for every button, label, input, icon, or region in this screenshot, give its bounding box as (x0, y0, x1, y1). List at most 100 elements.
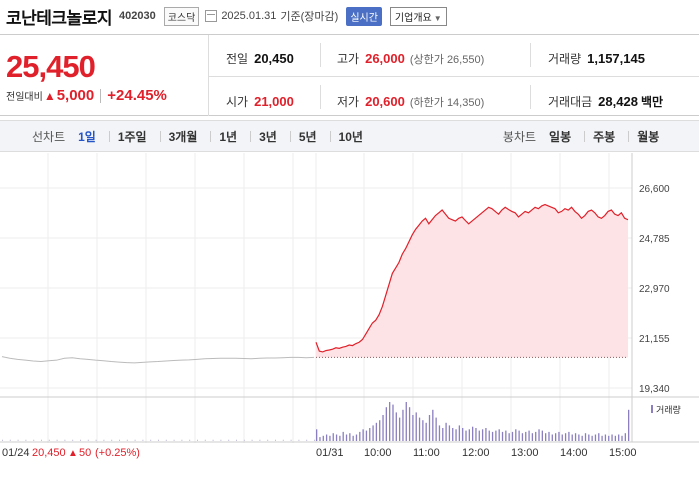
volume-bar (508, 433, 510, 441)
stock-name: 코난테크놀로지 (6, 8, 112, 28)
volume-bar (448, 425, 451, 441)
divider (530, 43, 531, 67)
volume-bar (511, 431, 514, 441)
volume-bar (574, 433, 577, 441)
period-10y-button[interactable]: 10년 (338, 129, 363, 144)
volume-bar (150, 439, 152, 441)
period-1d-button[interactable]: 1일 (78, 129, 96, 144)
divider (159, 130, 161, 142)
chart-grid (0, 153, 699, 443)
lower-limit-note: (하한가 14,350) (409, 97, 485, 109)
volume-bar (428, 415, 431, 441)
volume-bar (475, 428, 477, 441)
volume-bar (204, 439, 206, 441)
candle-monthly-button[interactable]: 월봉 (637, 129, 660, 144)
volume-bar (432, 409, 434, 441)
volume-bar (355, 434, 358, 441)
volume-bar (442, 428, 444, 441)
volume-bar (316, 429, 318, 441)
volume-bar (372, 425, 374, 441)
period-3y-button[interactable]: 3년 (259, 129, 277, 144)
stock-header: 코난테크놀로지 402030 코스닥 2025.01.31 기준(장마감) 실시… (0, 0, 699, 32)
volume-bar (359, 431, 361, 441)
volume-bar (64, 439, 66, 441)
amount-unit: 백만 (640, 95, 664, 109)
volume-bar (571, 434, 573, 441)
candle-daily-button[interactable]: 일봉 (549, 129, 572, 144)
volume-bar (402, 409, 404, 441)
divider (210, 130, 212, 142)
volume-bar (267, 439, 269, 441)
quote-panel: 25,450 전일대비 ▲ 5,000 +24.45% 전일 20,450 고가… (0, 34, 699, 116)
high-label: 고가 (337, 52, 360, 66)
period-5y-button[interactable]: 5년 (298, 129, 317, 144)
divider (108, 130, 110, 142)
price-chart[interactable]: 26,600 24,785 22,970 21,155 19,340 01/24 01/3… (0, 153, 699, 481)
company-info-label: 기업개요 (394, 12, 432, 24)
volume-bar (134, 439, 136, 441)
volume-bar (491, 431, 494, 441)
amount-label: 거래대금 (548, 95, 593, 109)
volume-bar (564, 433, 567, 441)
candle-weekly-button[interactable]: 주봉 (593, 129, 616, 144)
volume-legend-label: 거래량 (656, 404, 681, 415)
volume-bar (624, 433, 626, 441)
volume-bar (594, 434, 597, 441)
volume-bar (325, 434, 328, 441)
volume-bar (435, 417, 437, 441)
volume-bar (56, 439, 58, 441)
upper-limit-note: (상한가 26,550) (409, 54, 485, 66)
volume-bar (415, 412, 417, 441)
up-arrow-icon: ▲ (43, 88, 56, 103)
volume-bar (604, 434, 607, 441)
high-cell: 고가 26,000 (상한가 26,550) (337, 50, 484, 67)
volume-bar (462, 428, 464, 441)
change-row: 전일대비 ▲ 5,000 +24.45% (6, 87, 167, 104)
period-1y-button[interactable]: 1년 (219, 129, 238, 144)
volume-bar (259, 439, 261, 441)
volume-bar (525, 431, 527, 441)
volume-bar (455, 429, 457, 441)
volume-bar (142, 439, 144, 441)
change-percent: +24.45% (107, 87, 167, 104)
volume-bar (452, 428, 454, 441)
volume-bar (385, 407, 388, 441)
volume-bar (584, 433, 587, 441)
volume-bar (319, 437, 321, 441)
company-info-dropdown[interactable]: 기업개요 ▼ (389, 6, 447, 26)
volume-bar (314, 439, 315, 441)
volume-bar (515, 429, 517, 441)
volume-bar (126, 439, 128, 441)
divider (329, 130, 331, 142)
amount-value: 28,428 (598, 94, 638, 109)
y-tick-label: 24,785 (639, 234, 670, 245)
divider (100, 88, 102, 103)
period-3m-button[interactable]: 3개월 (168, 129, 198, 144)
volume-bar (382, 415, 384, 441)
x-tick-label: 12:00 (462, 447, 490, 459)
volume-bar (375, 422, 378, 441)
volume-bar (611, 434, 613, 441)
period-1w-button[interactable]: 1주일 (117, 129, 147, 144)
volume-bar (332, 433, 334, 441)
prev-day-price: 20,450 (32, 447, 66, 459)
volume-bar (395, 412, 397, 441)
x-axis-labels: 01/24 01/31 10:00 11:00 12:00 13:00 14:00 15:00 (2, 447, 637, 459)
quote-basis: 기준(장마감) (280, 11, 339, 23)
today-area (315, 203, 629, 358)
low-cell: 저가 20,600 (하한가 14,350) (337, 93, 484, 110)
volume-bar (379, 420, 381, 441)
volume-bar (588, 434, 590, 441)
line-chart-label: 선차트 (32, 129, 66, 144)
prev-day-change: 50 (79, 447, 91, 459)
realtime-button[interactable]: 실시간 (346, 6, 382, 26)
volume-bar (438, 425, 441, 441)
volume-bar (578, 434, 580, 441)
volume-bar (601, 435, 603, 441)
volume-bar (87, 439, 89, 441)
volume-bar (173, 439, 175, 441)
quote-date: 2025.01.31 (221, 10, 277, 22)
volume-bar (352, 435, 354, 441)
volume-bar (362, 429, 364, 441)
volume-bar (103, 439, 105, 441)
